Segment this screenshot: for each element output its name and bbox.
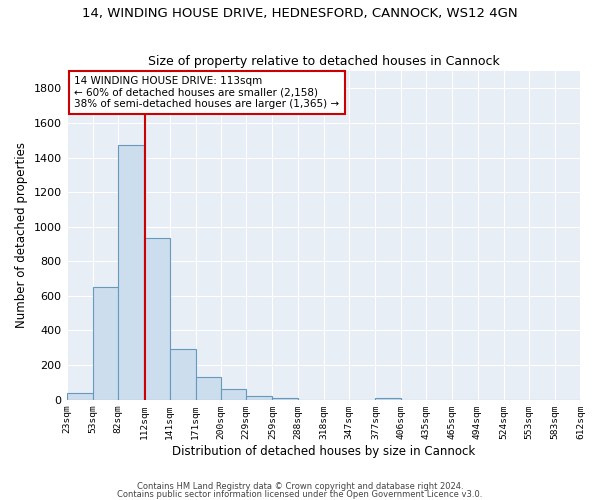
Bar bbox=[272, 398, 298, 400]
Bar bbox=[144, 238, 170, 400]
Text: Contains HM Land Registry data © Crown copyright and database right 2024.: Contains HM Land Registry data © Crown c… bbox=[137, 482, 463, 491]
Text: Contains public sector information licensed under the Open Government Licence v3: Contains public sector information licen… bbox=[118, 490, 482, 499]
X-axis label: Distribution of detached houses by size in Cannock: Distribution of detached houses by size … bbox=[172, 444, 475, 458]
Y-axis label: Number of detached properties: Number of detached properties bbox=[15, 142, 28, 328]
Bar bbox=[196, 377, 221, 400]
Bar bbox=[221, 389, 246, 400]
Text: 14 WINDING HOUSE DRIVE: 113sqm
← 60% of detached houses are smaller (2,158)
38% : 14 WINDING HOUSE DRIVE: 113sqm ← 60% of … bbox=[74, 76, 340, 109]
Bar bbox=[118, 144, 144, 400]
Title: Size of property relative to detached houses in Cannock: Size of property relative to detached ho… bbox=[148, 56, 499, 68]
Bar bbox=[93, 287, 118, 400]
Bar bbox=[170, 350, 196, 400]
Bar bbox=[376, 398, 401, 400]
Text: 14, WINDING HOUSE DRIVE, HEDNESFORD, CANNOCK, WS12 4GN: 14, WINDING HOUSE DRIVE, HEDNESFORD, CAN… bbox=[82, 8, 518, 20]
Bar bbox=[67, 393, 93, 400]
Bar bbox=[246, 396, 272, 400]
